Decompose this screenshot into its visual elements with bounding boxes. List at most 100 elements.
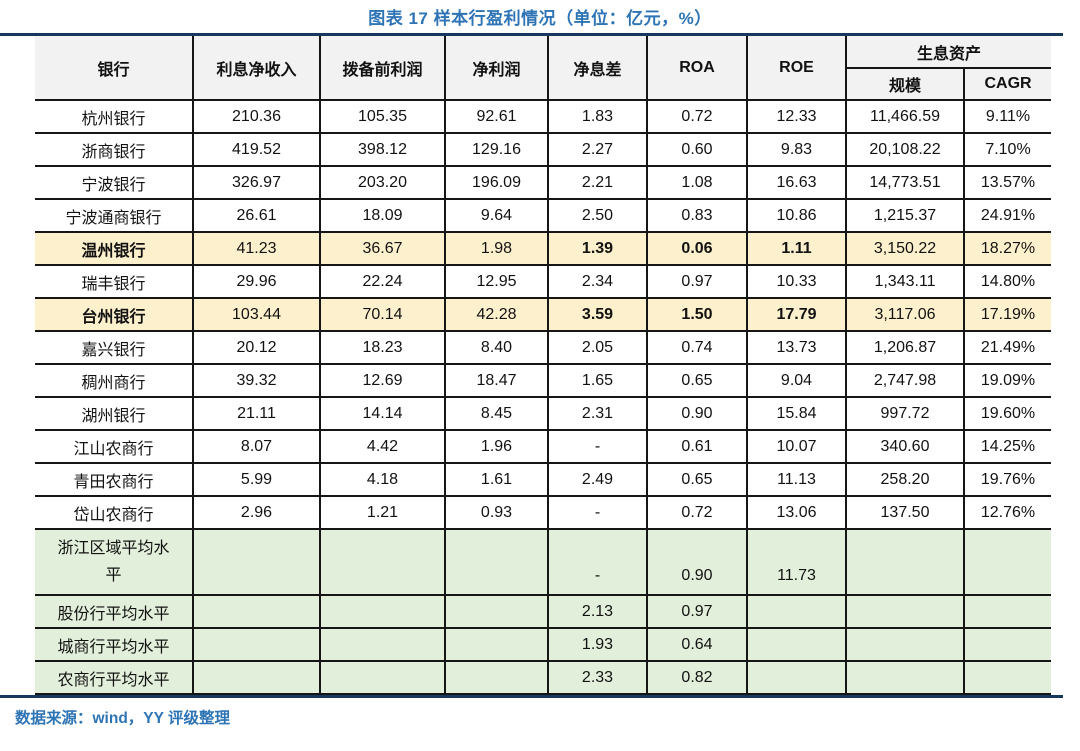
table-row: 稠州商行 39.32 12.69 18.47 1.65 0.65 9.04 2,747.98 1… — [35, 364, 1052, 398]
value-cell: 29.96 — [192, 265, 320, 299]
value-cell: 7.10% — [962, 133, 1052, 167]
table-row: 股份行平均水平 2.13 0.97 — [35, 595, 1052, 629]
value-cell: 21.11 — [192, 397, 320, 431]
bank-name-cell: 岱山农商行 — [35, 496, 193, 530]
value-cell: 24.91% — [962, 199, 1052, 233]
value-cell: 18.23 — [319, 331, 445, 365]
value-cell: 19.60% — [962, 397, 1052, 431]
table-row: 宁波通商银行 26.61 18.09 9.64 2.50 0.83 10.86 1,215.3… — [35, 199, 1052, 233]
bank-name-cell: 瑞丰银行 — [35, 265, 193, 299]
table-row: 杭州银行 210.36 105.35 92.61 1.83 0.72 12.33 11,466… — [35, 100, 1052, 134]
col-header-cagr: CAGR — [962, 68, 1052, 101]
value-cell: 4.18 — [319, 463, 445, 497]
value-cell: 398.12 — [319, 133, 445, 167]
bank-name-cell: 温州银行 — [35, 232, 193, 266]
value-cell: 1.11 — [746, 232, 846, 266]
value-cell — [319, 661, 445, 695]
title-band: 图表 17 样本行盈利情况（单位：亿元，%） — [0, 0, 1080, 33]
value-cell: 137.50 — [845, 496, 964, 530]
value-cell: 0.97 — [646, 595, 747, 629]
value-cell: 5.99 — [192, 463, 320, 497]
value-cell: 2.33 — [547, 661, 647, 695]
value-cell: 15.84 — [746, 397, 846, 431]
value-cell: 41.23 — [192, 232, 320, 266]
value-cell — [444, 661, 548, 695]
table-row: 江山农商行 8.07 4.42 1.96-0.61 10.07 340.60 14.25% — [35, 430, 1052, 464]
value-cell: 9.64 — [444, 199, 548, 233]
value-cell: 1,343.11 — [845, 265, 964, 299]
value-cell — [962, 628, 1052, 662]
value-cell — [845, 529, 964, 596]
value-cell: 13.06 — [746, 496, 846, 530]
col-header-scale: 规模 — [845, 68, 964, 101]
value-cell: - — [547, 430, 647, 464]
value-cell: 9.83 — [746, 133, 846, 167]
value-cell: 4.42 — [319, 430, 445, 464]
value-cell: 0.06 — [646, 232, 747, 266]
header-row-2: 规模 CAGR — [35, 68, 1052, 101]
table-row: 城商行平均水平 1.93 0.64 — [35, 628, 1052, 662]
bank-name-cell: 江山农商行 — [35, 430, 193, 464]
bank-name-cell: 浙江区域平均水平 — [35, 529, 193, 596]
bottom-rule — [0, 695, 1063, 698]
table-row: 青田农商行 5.99 4.18 1.61 2.49 0.65 11.13 258.20 19.7… — [35, 463, 1052, 497]
value-cell: 39.32 — [192, 364, 320, 398]
bank-name-cell: 浙商银行 — [35, 133, 193, 167]
value-cell: 18.09 — [319, 199, 445, 233]
value-cell: 20.12 — [192, 331, 320, 365]
value-cell: 3.59 — [547, 298, 647, 332]
value-cell: 203.20 — [319, 166, 445, 200]
table-row: 岱山农商行 2.96 1.21 0.93-0.72 13.06 137.50 12.76% — [35, 496, 1052, 530]
bank-name-cell: 湖州银行 — [35, 397, 193, 431]
value-cell: 2.21 — [547, 166, 647, 200]
value-cell: 11,466.59 — [845, 100, 964, 134]
value-cell: 14.80% — [962, 265, 1052, 299]
value-cell — [746, 595, 846, 629]
value-cell: 12.69 — [319, 364, 445, 398]
value-cell: 18.27% — [962, 232, 1052, 266]
value-cell — [962, 595, 1052, 629]
value-cell: 2,747.98 — [845, 364, 964, 398]
bank-name-cell: 稠州商行 — [35, 364, 193, 398]
header-row-1: 银行 利息净收入 拨备前利润 净利润 净息差 ROA ROE 生息资产 — [35, 36, 1052, 101]
value-cell: 12.76% — [962, 496, 1052, 530]
value-cell: 11.73 — [746, 529, 846, 596]
value-cell: 0.64 — [646, 628, 747, 662]
value-cell: 14,773.51 — [845, 166, 964, 200]
value-cell: 103.44 — [192, 298, 320, 332]
table-row: 浙江区域平均水平 -0.90 11.73 — [35, 529, 1052, 596]
value-cell: 0.82 — [646, 661, 747, 695]
value-cell: 1.93 — [547, 628, 647, 662]
value-cell — [319, 628, 445, 662]
table-body: 杭州银行 210.36 105.35 92.61 1.83 0.72 12.33 11,466… — [35, 100, 1052, 695]
value-cell: 105.35 — [319, 100, 445, 134]
value-cell: 2.50 — [547, 199, 647, 233]
value-cell — [962, 529, 1052, 596]
value-cell: 0.72 — [646, 100, 747, 134]
bank-name-cell: 宁波银行 — [35, 166, 193, 200]
value-cell: 13.73 — [746, 331, 846, 365]
table-row: 瑞丰银行 29.96 22.24 12.95 2.34 0.97 10.33 1,343.11… — [35, 265, 1052, 299]
value-cell: 326.97 — [192, 166, 320, 200]
table-row: 温州银行 41.23 36.67 1.98 1.39 0.06 1.11 3,150.22 18… — [35, 232, 1052, 266]
value-cell: 0.72 — [646, 496, 747, 530]
value-cell: 8.07 — [192, 430, 320, 464]
col-header-bank: 银行 — [35, 36, 193, 101]
value-cell: 12.95 — [444, 265, 548, 299]
value-cell: 92.61 — [444, 100, 548, 134]
table-row: 宁波银行 326.97 203.20 196.09 2.21 1.08 16.63 14,77… — [35, 166, 1052, 200]
value-cell: 1.61 — [444, 463, 548, 497]
value-cell: 17.19% — [962, 298, 1052, 332]
value-cell: 129.16 — [444, 133, 548, 167]
bank-name-cell: 嘉兴银行 — [35, 331, 193, 365]
value-cell: 26.61 — [192, 199, 320, 233]
table-row: 农商行平均水平 2.33 0.82 — [35, 661, 1052, 695]
value-cell: 17.79 — [746, 298, 846, 332]
bank-name-cell: 台州银行 — [35, 298, 193, 332]
value-cell: 0.93 — [444, 496, 548, 530]
value-cell — [444, 628, 548, 662]
value-cell: 340.60 — [845, 430, 964, 464]
value-cell: 10.33 — [746, 265, 846, 299]
value-cell — [192, 595, 320, 629]
